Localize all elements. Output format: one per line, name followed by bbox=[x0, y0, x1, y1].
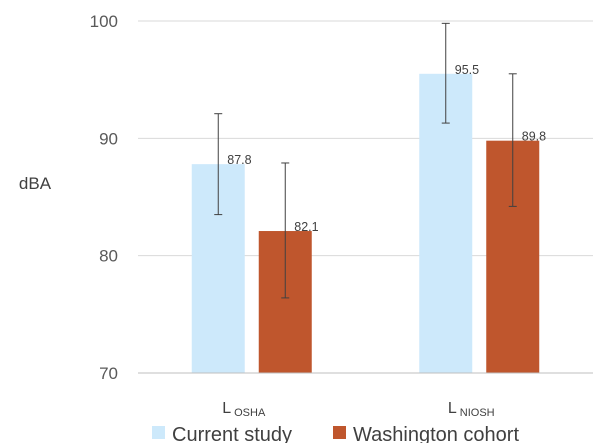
data-label: 95.5 bbox=[455, 63, 479, 77]
bars bbox=[191, 73, 540, 374]
bar bbox=[419, 73, 473, 374]
y-tick-label: 70 bbox=[99, 364, 118, 383]
legend-swatch bbox=[152, 426, 165, 439]
error-bar bbox=[281, 162, 290, 299]
error-bar bbox=[441, 22, 450, 124]
x-category-subscript: OSHA bbox=[234, 407, 266, 419]
y-tick-label: 90 bbox=[99, 129, 118, 148]
error-bar bbox=[508, 73, 517, 207]
legend-item: Current study bbox=[152, 424, 292, 443]
y-axis-ticks: 70 80 90 100 bbox=[90, 12, 118, 383]
data-label: 87.8 bbox=[227, 153, 251, 167]
data-label: 89.8 bbox=[522, 130, 546, 144]
y-axis-label: dBA bbox=[19, 174, 52, 193]
x-category-main: L bbox=[222, 400, 231, 417]
legend-label: Current study bbox=[172, 424, 292, 443]
legend-item: Washington cohort bbox=[333, 424, 519, 443]
x-category-subscript: NIOSH bbox=[460, 407, 495, 419]
error-bars bbox=[214, 22, 517, 299]
x-category-label: L OSHA bbox=[222, 400, 266, 419]
x-axis-categories: L OSHA L NIOSH bbox=[222, 400, 494, 419]
x-category-main: L bbox=[448, 400, 457, 417]
legend-swatch bbox=[333, 426, 346, 439]
y-tick-label: 100 bbox=[90, 12, 118, 31]
legend: Current study Washington cohort bbox=[152, 424, 519, 443]
error-bar bbox=[214, 113, 223, 216]
data-label: 82.1 bbox=[294, 220, 318, 234]
x-category-label: L NIOSH bbox=[448, 400, 495, 419]
data-labels: 87.8 82.1 95.5 89.8 bbox=[227, 63, 546, 234]
legend-label: Washington cohort bbox=[353, 424, 519, 443]
y-tick-label: 80 bbox=[99, 247, 118, 266]
